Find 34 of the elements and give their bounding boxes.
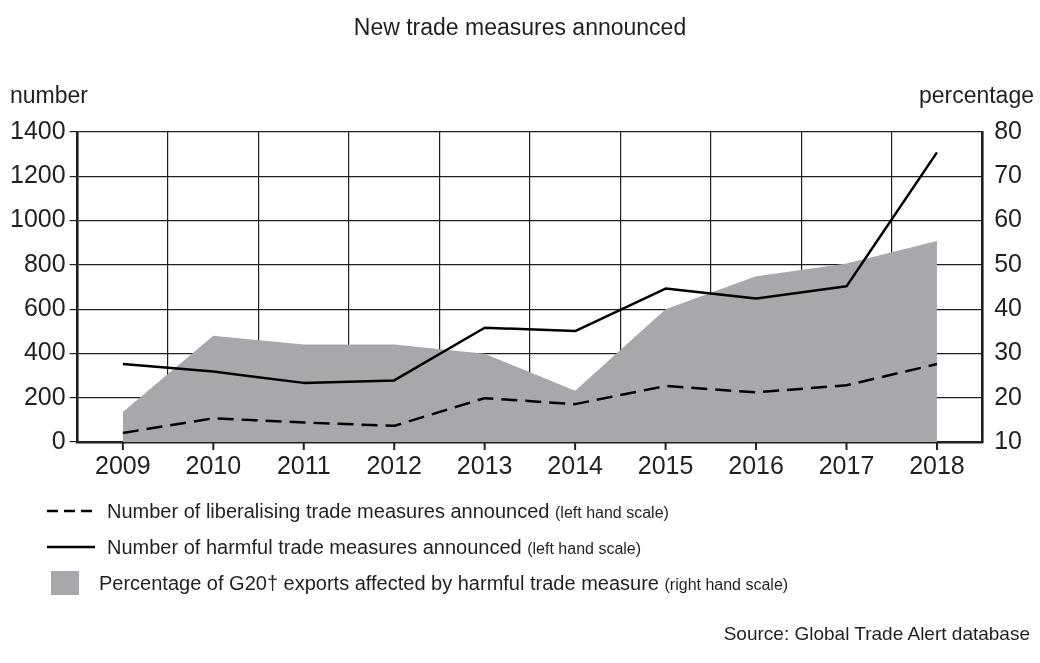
y-tick-label: 1200 [9,160,66,189]
chart-title: New trade measures announced [352,14,688,41]
x-tick-label: 2011 [276,450,331,479]
y2-tick-label: 10 [994,425,1022,454]
y2-tick-label: 30 [994,337,1022,366]
y2-tick-label: 20 [994,381,1022,410]
x-tick-label: 2016 [728,450,784,479]
x-tick-label: 2010 [185,450,242,479]
x-tick-label: 2009 [95,450,151,479]
y2-tick-label: 50 [994,248,1022,277]
y-tick-label: 0 [51,425,66,454]
x-tick-label: 2015 [637,450,694,479]
legend-label: Number of harmful trade measures announced (left hand scale) [107,535,642,559]
x-tick-label: 2012 [366,450,423,479]
legend-label: Number of liberalising trade measures announced (left hand scale) [107,499,669,523]
legend-label: Percentage of G20† exports affected by harmful trade measure (right hand scale) [99,571,789,595]
y2-tick-label: 80 [994,115,1022,144]
x-tick-label: 2018 [909,450,965,479]
y-tick-label: 1400 [9,115,66,144]
y-axis-title: number [10,82,88,109]
x-tick-label: 2017 [818,450,875,479]
y2-axis-title: percentage [918,82,1034,109]
source-note: Source: Global Trade Alert database [723,623,1030,645]
y-tick-label: 1000 [9,204,66,233]
y-tick-label: 200 [23,381,66,410]
y2-tick-label: 40 [994,293,1022,322]
line-series [121,362,939,435]
y2-tick-label: 60 [994,204,1022,233]
x-tick-label: 2013 [456,450,513,479]
x-tick-label: 2014 [547,450,604,479]
y-tick-label: 400 [23,337,66,366]
y-tick-label: 600 [23,293,66,322]
y-tick-label: 800 [23,248,66,277]
y2-tick-label: 70 [994,160,1022,189]
